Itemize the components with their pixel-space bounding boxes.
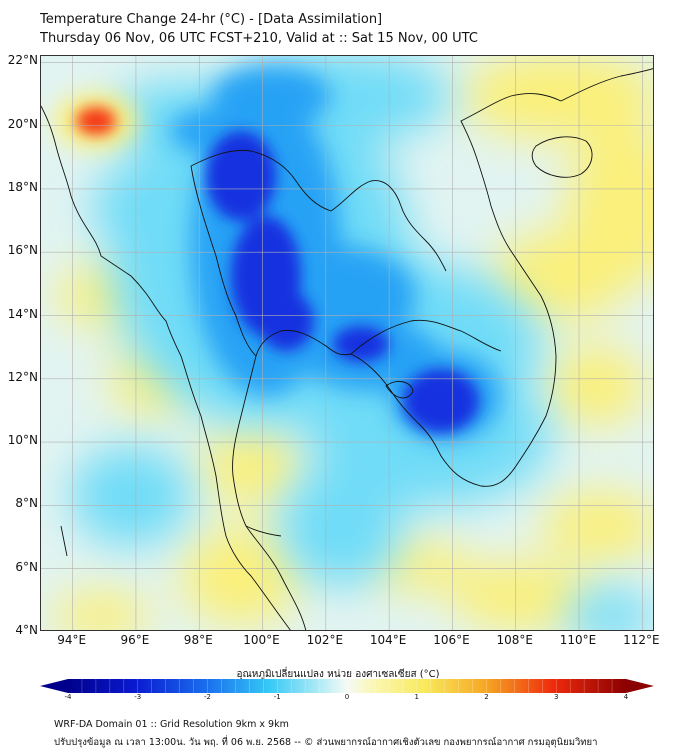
myanmar-thai-border: [190, 165, 257, 357]
hot-anomaly-layer: [54, 93, 138, 149]
graticule-grid: [41, 56, 653, 630]
thai-border-north: [190, 149, 332, 212]
longitude-tick-label: 106°E: [433, 633, 470, 647]
latitude-tick-label: 16°N: [7, 243, 38, 258]
andaman-islands: [60, 525, 68, 557]
colorbar-tick-label: 1: [414, 693, 419, 701]
longitude-tick-label: 110°E: [559, 633, 597, 647]
temperature-change-map: [41, 56, 653, 630]
latitude-tick-label: 20°N: [7, 116, 38, 131]
colorbar-tick-label: 4: [623, 693, 629, 701]
bay-of-bengal-coast: [41, 105, 291, 630]
longitude-tick-label: 102°E: [306, 633, 344, 647]
latitude-tick-label: 4°N: [15, 623, 38, 637]
coastline-borders: [41, 68, 653, 630]
hainan-island: [531, 136, 593, 178]
gulf-of-thailand-west-coast: [232, 329, 352, 630]
longitude-tick-label: 94°E: [57, 633, 87, 647]
longitude-tick-label: 112°E: [623, 633, 660, 647]
map-plot-area: [40, 55, 654, 631]
laos-border: [330, 180, 447, 272]
latitude-tick-label: 22°N: [7, 53, 38, 68]
tonle-sap-lake: [385, 380, 414, 399]
latitude-tick-label: 14°N: [7, 306, 38, 321]
colorbar-tick-label: -2: [204, 693, 211, 701]
latitude-tick-label: 10°N: [7, 433, 38, 448]
latitude-tick-label: 12°N: [7, 369, 38, 384]
longitude-tick-label: 104°E: [369, 633, 407, 647]
longitude-tick-label: 98°E: [183, 633, 213, 647]
chart-title: Temperature Change 24-hr (°C) - [Data As…: [40, 12, 383, 27]
latitude-tick-label: 6°N: [15, 559, 38, 574]
chart-subtitle: Thursday 06 Nov, 06 UTC FCST+210, Valid …: [40, 31, 478, 46]
colorbar-tick-label: 2: [484, 693, 489, 701]
vietnam-north-coast: [460, 93, 562, 207]
colorbar: [40, 679, 654, 693]
cold-core-layer: [206, 131, 479, 433]
gulf-of-thailand-east-coast: [350, 205, 557, 487]
colorbar-title: อุณหภูมิเปลี่ยนแปลง หน่วย องศาเซลเซียส (…: [236, 669, 440, 680]
longitude-tick-label: 108°E: [496, 633, 533, 647]
colorbar-tick-label: -1: [273, 693, 281, 701]
colorbar-tick-label: -3: [134, 693, 142, 701]
colorbar-tick-label: 0: [344, 693, 350, 701]
colorbar-high-extension: [626, 679, 654, 693]
warm-anomaly-layer: [51, 56, 653, 630]
longitude-tick-label: 100°E: [243, 633, 280, 647]
cambodia-border: [350, 319, 502, 355]
colorbar-tick-label: -4: [64, 693, 72, 701]
colorbar-tick-label: 3: [554, 693, 559, 701]
colorbar-gradient: [68, 679, 626, 693]
longitude-tick-label: 96°E: [120, 633, 150, 647]
latitude-tick-label: 8°N: [15, 496, 38, 511]
footer-model-info: WRF-DA Domain 01 :: Grid Resolution 9km …: [54, 719, 289, 730]
malaysia-border: [245, 525, 282, 537]
footer-update-info: ปรับปรุงข้อมูล ณ เวลา 13:00น. วัน พฤ. ที…: [54, 737, 598, 748]
latitude-tick-label: 18°N: [7, 179, 38, 194]
china-south-coast: [560, 68, 653, 102]
colorbar-low-extension: [40, 679, 68, 693]
